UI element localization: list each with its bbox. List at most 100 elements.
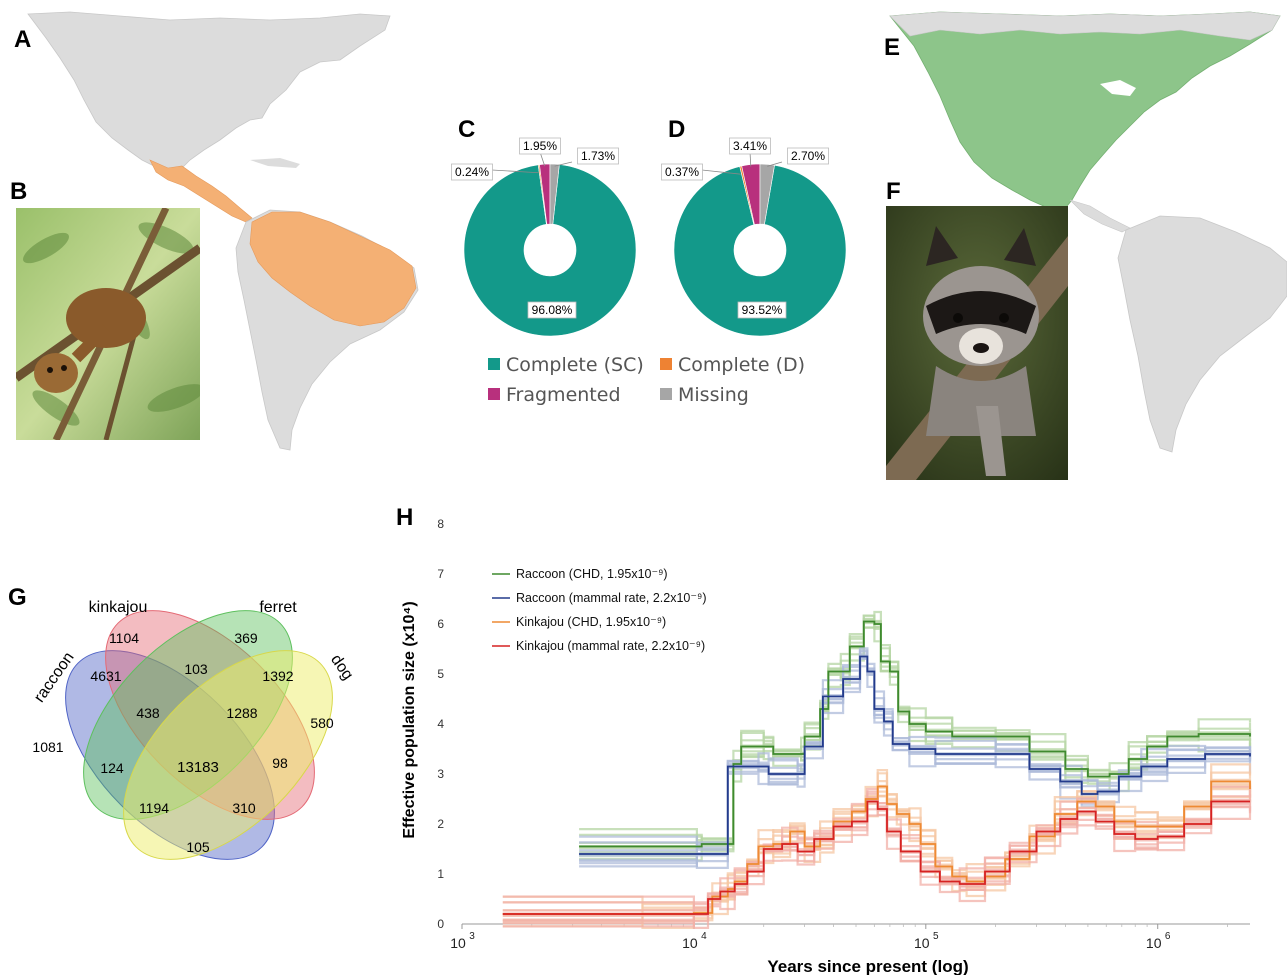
chart-bands	[502, 610, 1252, 929]
venn-count-kinkajou-only: 1104	[109, 630, 139, 646]
venn-count-kfd: 1288	[226, 705, 257, 721]
x-tick-exponent: 6	[1165, 931, 1171, 942]
pie-legend-frag: Fragmented	[488, 384, 621, 406]
pie-slice-sc	[673, 164, 847, 337]
north-america-landmass	[27, 11, 391, 173]
legend-label-2: Kinkajou (CHD, 1.95x10⁻⁹)	[516, 615, 666, 629]
venn-count-rd: 105	[186, 839, 210, 855]
south-america-landmass-2	[1117, 215, 1287, 453]
y-tick-label: 8	[437, 517, 444, 531]
pie-label-d: 0.24%	[455, 165, 489, 179]
panel-letter-d: D	[668, 116, 686, 143]
legend-swatch-sc	[488, 358, 500, 370]
raccoon-range-map	[889, 11, 1287, 453]
pie-slice-missing	[549, 163, 560, 225]
legend-label-d: Complete (D)	[678, 354, 806, 376]
venn-count-rf: 124	[100, 760, 124, 776]
bootstrap-line	[579, 618, 1252, 844]
legend-label-3: Kinkajou (mammal rate, 2.2x10⁻⁹)	[516, 639, 705, 653]
legend-swatch-d	[660, 358, 672, 370]
venn-ellipse-dog	[123, 650, 333, 860]
pie-label-frag-box	[519, 137, 561, 155]
venn-count-rkd: 310	[232, 800, 256, 816]
y-tick-label: 5	[437, 667, 444, 681]
kinkajou-range-map	[27, 11, 419, 451]
pie-slice-sc	[463, 164, 637, 337]
panel-letter-b: B	[10, 178, 28, 205]
raccoon-photo	[886, 206, 1068, 480]
caribbean-islands	[250, 158, 300, 168]
series-line-2	[502, 780, 1251, 915]
x-tick-exponent: 5	[933, 931, 939, 942]
pie-label-frag: 3.41%	[733, 139, 767, 153]
pie-label-missing-box	[787, 147, 829, 165]
pie-c: 1.95% 1.73% 0.24% 96.08%	[451, 137, 637, 337]
chart-legend: Raccoon (CHD, 1.95x10⁻⁹) Raccoon (mammal …	[492, 567, 707, 653]
venn-count-fd: 1392	[262, 668, 293, 684]
y-axis-title: Effective population size (x10⁴)	[401, 601, 418, 838]
x-tick-exponent: 4	[701, 931, 707, 942]
pie-label-sc: 96.08%	[532, 303, 573, 317]
x-tick-label: 10	[1146, 935, 1162, 951]
kinkajou-photo	[16, 208, 200, 440]
venn-count-rk: 4631	[90, 668, 121, 684]
legend-swatch-missing	[660, 388, 672, 400]
pie-legend-d: Complete (D)	[660, 354, 805, 376]
chart-lines	[502, 620, 1251, 915]
pie-label-sc-box	[527, 301, 577, 319]
panel-letter-c: C	[458, 116, 476, 143]
venn-count-rfd: 1194	[139, 800, 169, 816]
leader-missing	[554, 161, 573, 167]
y-tick-label: 2	[437, 817, 444, 831]
venn-label-kinkajou: kinkajou	[89, 599, 148, 616]
venn-diagram: raccoon kinkajou ferret dog 1081 1104 36…	[31, 599, 356, 860]
venn-count-dog-only: 580	[310, 715, 334, 731]
panel-letter-e: E	[884, 34, 901, 61]
legend-swatch-frag	[488, 388, 500, 400]
venn-count-ferret-only: 369	[234, 630, 258, 646]
legend-label-0: Raccoon (CHD, 1.95x10⁻⁹)	[516, 567, 668, 581]
y-tick-label: 1	[437, 867, 444, 881]
venn-count-all: 13183	[177, 759, 219, 776]
central-america-2	[1069, 199, 1131, 233]
y-tick-label: 4	[437, 717, 444, 731]
panel-letter-h: H	[396, 504, 414, 531]
bootstrap-line	[579, 620, 1252, 857]
pie-label-missing: 1.73%	[581, 149, 615, 163]
pie-label-d-box	[451, 163, 493, 181]
series-line-3	[502, 800, 1250, 915]
venn-label-dog: dog	[327, 652, 356, 684]
x-tick-label: 10	[914, 935, 930, 951]
kinkajou-range-central	[149, 159, 253, 223]
panel-letter-g: G	[8, 584, 27, 611]
leader-frag	[749, 151, 752, 167]
bootstrap-line	[502, 787, 1252, 904]
pie-label-d: 0.37%	[665, 165, 699, 179]
venn-count-raccoon-only: 1081	[32, 739, 63, 755]
y-tick-label: 0	[437, 917, 444, 931]
y-tick-label: 7	[437, 567, 444, 581]
pie-label-missing-box	[577, 147, 619, 165]
series-line-0	[579, 620, 1251, 848]
x-tick-label: 10	[682, 935, 698, 951]
pie-label-sc: 93.52%	[742, 303, 783, 317]
pie-label-sc-box	[737, 301, 787, 319]
kinkajou-range-south	[249, 211, 417, 327]
venn-count-kf: 103	[184, 661, 208, 677]
leader-d	[491, 169, 539, 174]
venn-count-kd: 98	[272, 755, 288, 771]
series-line-1	[579, 655, 1251, 855]
pie-slice-missing	[759, 163, 775, 225]
venn-ellipses	[65, 610, 333, 860]
pie-label-frag-box	[729, 137, 771, 155]
x-axis-title: Years since present (log)	[767, 957, 968, 975]
busco-pie-charts: 1.95% 1.73% 0.24% 96.08% 3.41% 2.70% 0.37% 93.5…	[451, 137, 847, 337]
leader-missing	[767, 161, 783, 167]
northern-non-range	[889, 11, 1281, 41]
x-tick-label: 10	[450, 935, 466, 951]
legend-label-frag: Fragmented	[506, 384, 621, 406]
venn-count-rkf: 438	[136, 705, 160, 721]
leader-d	[701, 169, 741, 175]
